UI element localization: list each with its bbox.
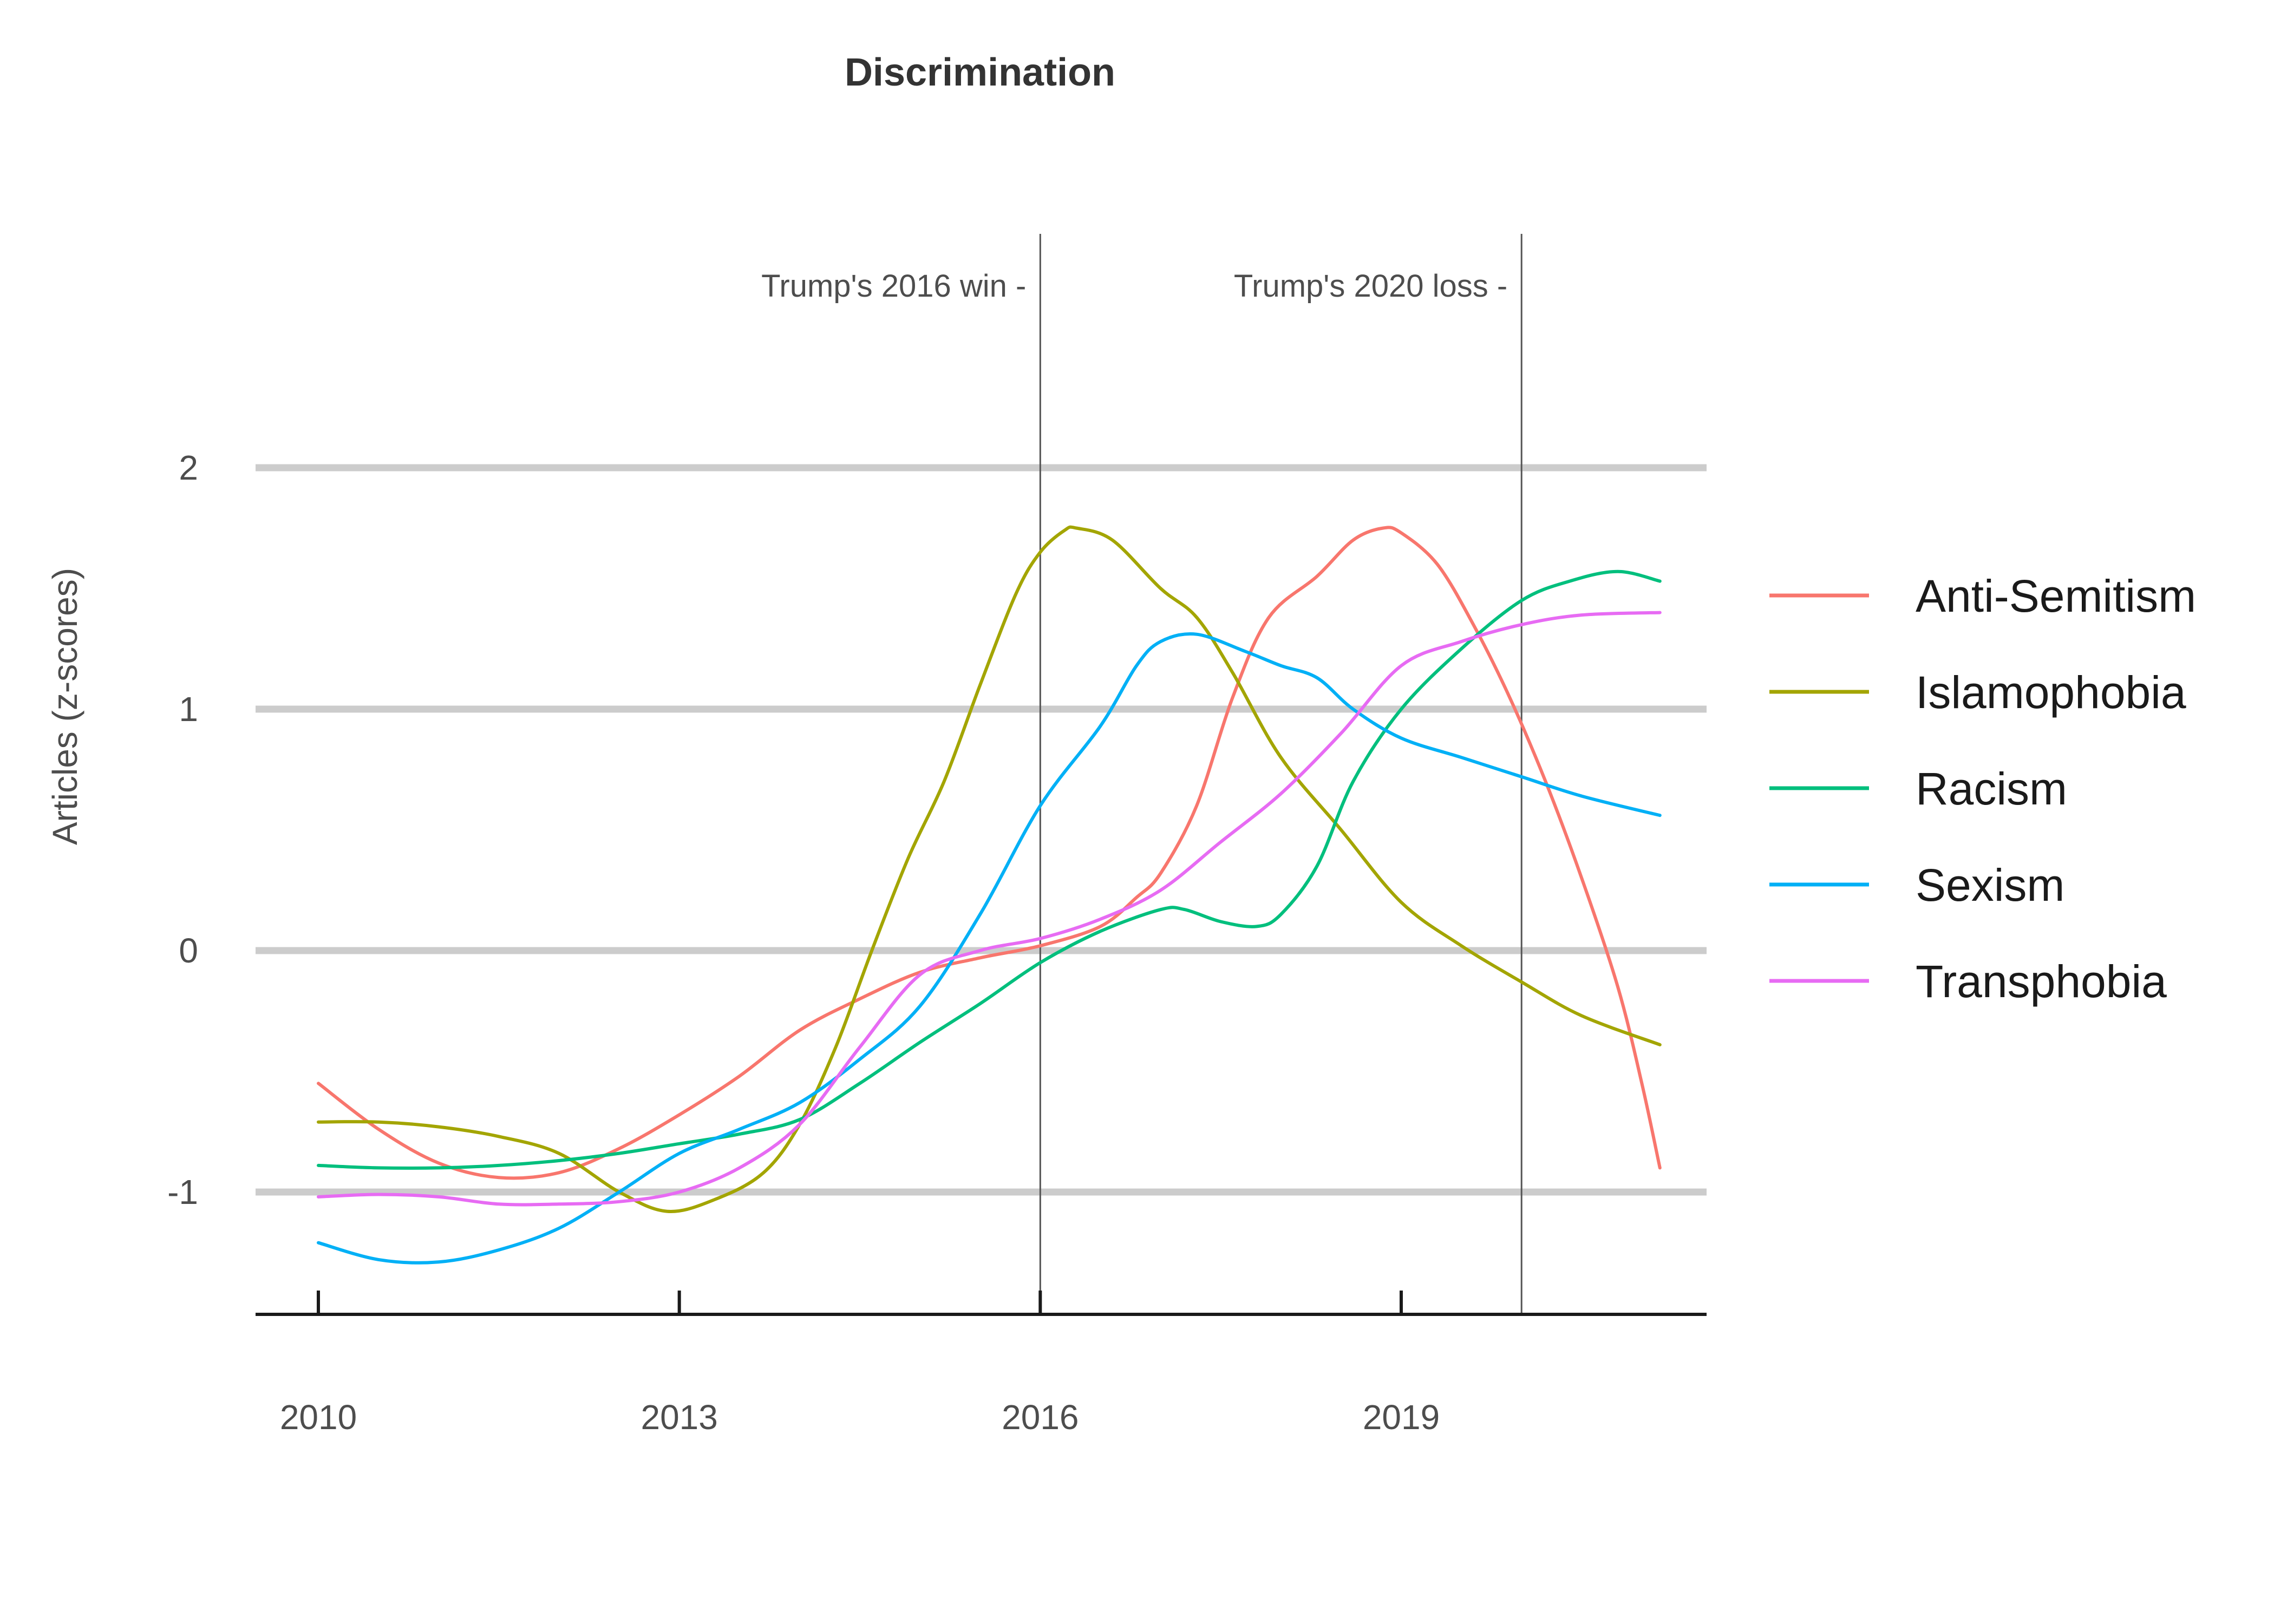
x-tick-label: 2019 [1363, 1398, 1440, 1437]
chart-title: Discrimination [845, 51, 1115, 94]
annotation-label: Trump's 2016 win - [761, 269, 1026, 304]
y-tick-label: 2 [179, 448, 198, 487]
legend-label-anti-semitism: Anti-Semitism [1916, 571, 2196, 621]
x-axis: 2010 2013 2016 2019 [280, 1291, 1440, 1437]
legend-label-transphobia: Transphobia [1916, 956, 2167, 1007]
y-axis-title: Articles (z-scores) [45, 568, 84, 845]
legend-label-sexism: Sexism [1916, 860, 2064, 911]
series-line-racism [317, 569, 1662, 1170]
y-tick-label: 1 [179, 690, 198, 729]
series-line-sexism [317, 632, 1662, 1265]
x-tick-label: 2010 [280, 1398, 357, 1437]
annotation-lines [1039, 234, 1522, 1314]
series-line-islamophobia [317, 525, 1662, 1213]
legend-label-racism: Racism [1916, 763, 2067, 814]
x-tick-label: 2016 [1002, 1398, 1079, 1437]
legend-label-islamophobia: Islamophobia [1916, 667, 2186, 718]
y-axis: -1 0 1 2 [167, 448, 198, 1212]
annotation-label: Trump's 2020 loss - [1234, 269, 1507, 304]
y-tick-label: 0 [179, 931, 198, 970]
series-line-anti-semitism [317, 526, 1662, 1180]
annotations: Trump's 2016 win - Trump's 2020 loss - [761, 269, 1507, 304]
y-tick-label: -1 [167, 1173, 198, 1212]
grid-lines [256, 464, 1707, 1196]
x-tick-label: 2013 [641, 1398, 717, 1437]
series-lines [317, 525, 1662, 1265]
legend: Anti-Semitism Islamophobia Racism Sexism Tra… [1769, 571, 2196, 1007]
series-line-transphobia [317, 611, 1662, 1207]
